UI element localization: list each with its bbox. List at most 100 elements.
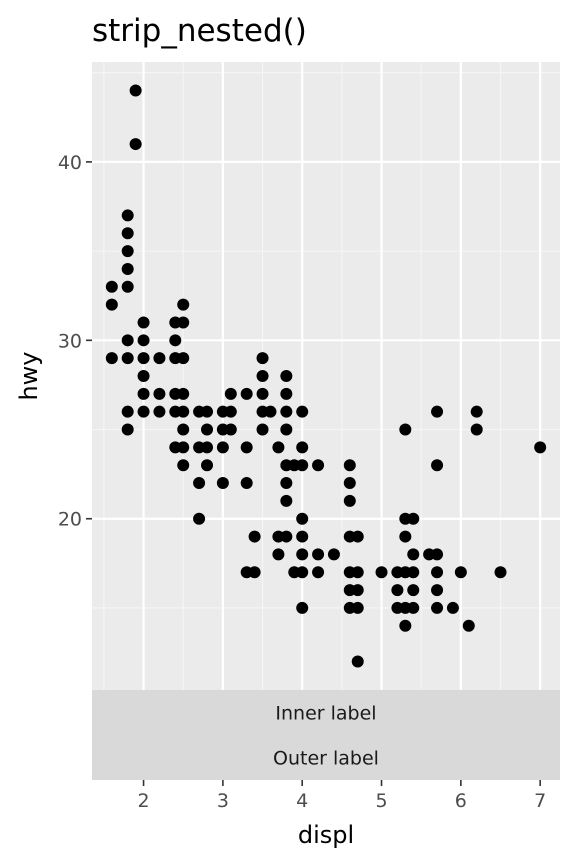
data-point [137,405,150,418]
strip-background [92,690,560,735]
data-point [399,619,412,632]
data-point [296,530,309,543]
data-point [431,459,444,472]
data-point [327,548,340,561]
y-tick-label: 40 [58,152,82,174]
strip-label: Inner label [275,703,376,725]
data-point [177,423,190,436]
data-point [121,227,134,240]
data-point [280,530,293,543]
data-point [248,566,261,579]
data-point [280,477,293,490]
data-point [446,601,459,614]
data-point [240,387,253,400]
data-point [280,494,293,507]
data-point [256,370,269,382]
data-point [121,423,134,436]
data-point [312,459,325,472]
data-point [407,566,420,579]
data-point [193,512,206,525]
strip-label: Outer label [273,748,379,770]
y-tick-label: 30 [58,330,82,352]
data-point [296,548,309,561]
x-tick-label: 5 [375,790,387,812]
data-point [431,601,444,614]
data-point [407,512,420,525]
data-point [256,423,269,436]
data-point [399,530,412,543]
data-point [351,530,364,543]
data-point [129,138,142,151]
strip-labels: Inner label Outer label [92,690,560,780]
data-point [224,423,237,436]
data-point [248,530,261,543]
data-point [137,316,150,329]
data-point [201,459,214,472]
data-point [391,584,404,597]
data-point [296,566,309,579]
data-point [177,352,190,365]
plot-panel [92,62,560,690]
data-point [153,387,166,400]
y-axis-label: hwy [15,351,43,400]
data-point [431,584,444,597]
major-gridlines [92,62,560,690]
data-point [454,566,467,579]
data-point [105,298,118,311]
data-point [343,477,356,490]
data-point [431,405,444,418]
data-point [177,441,190,454]
data-point [216,477,229,490]
data-point [280,370,293,382]
data-point [431,548,444,561]
data-point [201,441,214,454]
data-point [494,566,507,579]
data-point [137,334,150,347]
data-point [153,405,166,418]
x-tick-label: 2 [138,790,150,812]
data-point [407,584,420,597]
data-point [351,566,364,579]
data-point [153,352,166,365]
x-tick-label: 4 [296,790,308,812]
data-point [121,209,134,222]
data-point [470,423,483,436]
data-point [137,387,150,400]
data-point [296,441,309,454]
x-tick-label: 6 [455,790,467,812]
data-point [351,584,364,597]
data-point [137,370,150,382]
data-point [121,280,134,293]
data-point [280,405,293,418]
data-point [224,387,237,400]
data-point [534,441,547,454]
data-point [296,512,309,525]
data-point [296,405,309,418]
data-point [177,459,190,472]
data-point [343,494,356,507]
x-tick-label: 3 [217,790,229,812]
data-point [296,459,309,472]
data-point [121,352,134,365]
data-point [121,245,134,258]
data-point [177,405,190,418]
data-point [201,423,214,436]
data-point [121,262,134,275]
data-point [201,405,214,418]
data-point [240,441,253,454]
chart-title: strip_nested() [92,13,307,49]
data-point [407,548,420,561]
data-point [129,84,142,97]
data-point [312,566,325,579]
data-point [177,316,190,329]
data-points [105,84,547,668]
data-point [312,548,325,561]
data-point [375,566,388,579]
data-point [177,387,190,400]
data-point [343,459,356,472]
data-point [272,548,285,561]
data-point [296,601,309,614]
data-point [407,601,420,614]
data-point [462,619,475,632]
